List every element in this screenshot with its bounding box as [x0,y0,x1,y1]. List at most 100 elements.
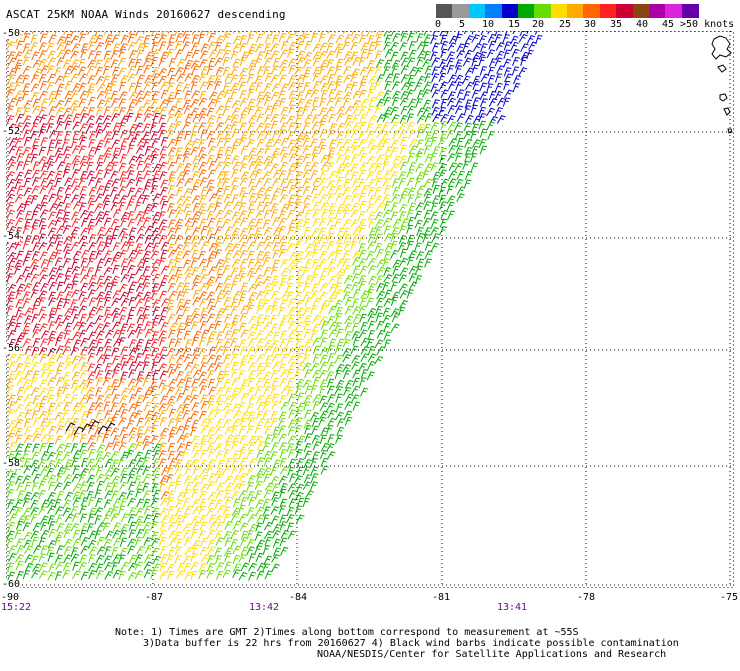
wind-barb [159,346,168,356]
wind-barb [56,392,64,402]
wind-barb [86,386,96,396]
wind-barb [318,107,328,117]
wind-barb [390,106,399,116]
wind-barb [376,282,385,292]
wind-barb [72,497,81,506]
wind-barb [104,570,114,580]
wind-barb [126,419,135,429]
wind-barb [158,153,167,163]
wind-barb [7,251,17,261]
wind-barb [302,178,311,188]
wind-barb [223,354,231,364]
wind-barb [87,59,97,69]
wind-barb [270,104,279,115]
wind-barb [247,491,255,501]
wind-barb [56,490,65,501]
wind-barb [127,144,135,154]
wind-barb [430,162,439,172]
wind-barb [96,346,104,357]
wind-barb [79,467,89,477]
wind-barb [30,42,39,52]
wind-barb [264,355,273,365]
wind-barb [318,416,327,426]
wind-barb [312,57,321,67]
wind-barb [336,138,344,148]
wind-barb [87,218,96,228]
wind-barb [191,31,199,36]
wind-barb [496,65,505,75]
wind-barb [190,60,200,69]
wind-barb [120,137,129,147]
wind-barb [344,129,352,139]
wind-barb [320,320,329,330]
wind-barb [111,321,121,331]
wind-barb [439,31,447,37]
wind-barb [287,209,296,219]
wind-barb [326,106,336,115]
wind-barb [71,155,81,165]
wind-barb [118,306,128,316]
wind-barb [128,361,137,371]
wind-barb [142,291,152,301]
legend-tick-label: 0 [434,19,442,30]
wind-barb [287,298,296,308]
wind-barb [223,513,231,523]
legend-swatch [517,4,535,18]
wind-barb [175,49,184,59]
wind-barb [375,31,383,37]
wind-barb [318,144,327,154]
wind-barb [359,146,367,157]
wind-barb [176,58,186,68]
wind-barb [263,83,272,93]
wind-barb [287,306,297,316]
wind-barb [224,496,233,506]
wind-barb [112,147,121,157]
wind-barb [46,418,55,428]
wind-barb [143,354,151,364]
wind-barb [104,227,114,237]
wind-barb [174,89,182,99]
wind-barb [286,131,296,141]
wind-barb [455,145,464,155]
wind-barb [191,281,200,291]
wind-barb [198,73,208,83]
wind-barb [118,417,127,426]
wind-barb [391,114,400,124]
wind-barb [30,74,40,84]
wind-barb [336,176,344,186]
wind-barb [144,416,153,426]
wind-barb [208,49,218,59]
wind-barb [95,387,103,397]
wind-barb [168,209,176,219]
wind-barb [288,251,298,261]
wind-barb [30,289,39,299]
lon-label-81: -81 [431,592,451,603]
wind-barb [198,490,208,500]
wind-barb [23,491,32,501]
wind-barb [40,137,48,147]
wind-barb [352,306,361,315]
wind-barb [184,272,193,282]
wind-barb [344,105,354,115]
wind-barb [206,107,215,117]
wind-barb [504,31,511,36]
wind-barb [280,369,289,378]
wind-barb [94,34,104,44]
wind-barb [15,434,23,444]
wind-barb [215,473,224,483]
wind-barb [295,330,304,341]
wind-barb [446,115,456,124]
wind-barb [215,187,224,197]
wind-barb [232,545,242,555]
wind-barb [142,31,145,35]
wind-barb [158,458,167,468]
wind-barb [104,138,112,148]
wind-barb [200,554,210,563]
wind-barb [310,273,319,284]
wind-barb [151,393,160,403]
wind-barb [54,571,63,581]
wind-barb [294,31,297,36]
wind-barb [72,313,80,324]
wind-barb [398,235,407,245]
wind-barb [366,250,375,260]
